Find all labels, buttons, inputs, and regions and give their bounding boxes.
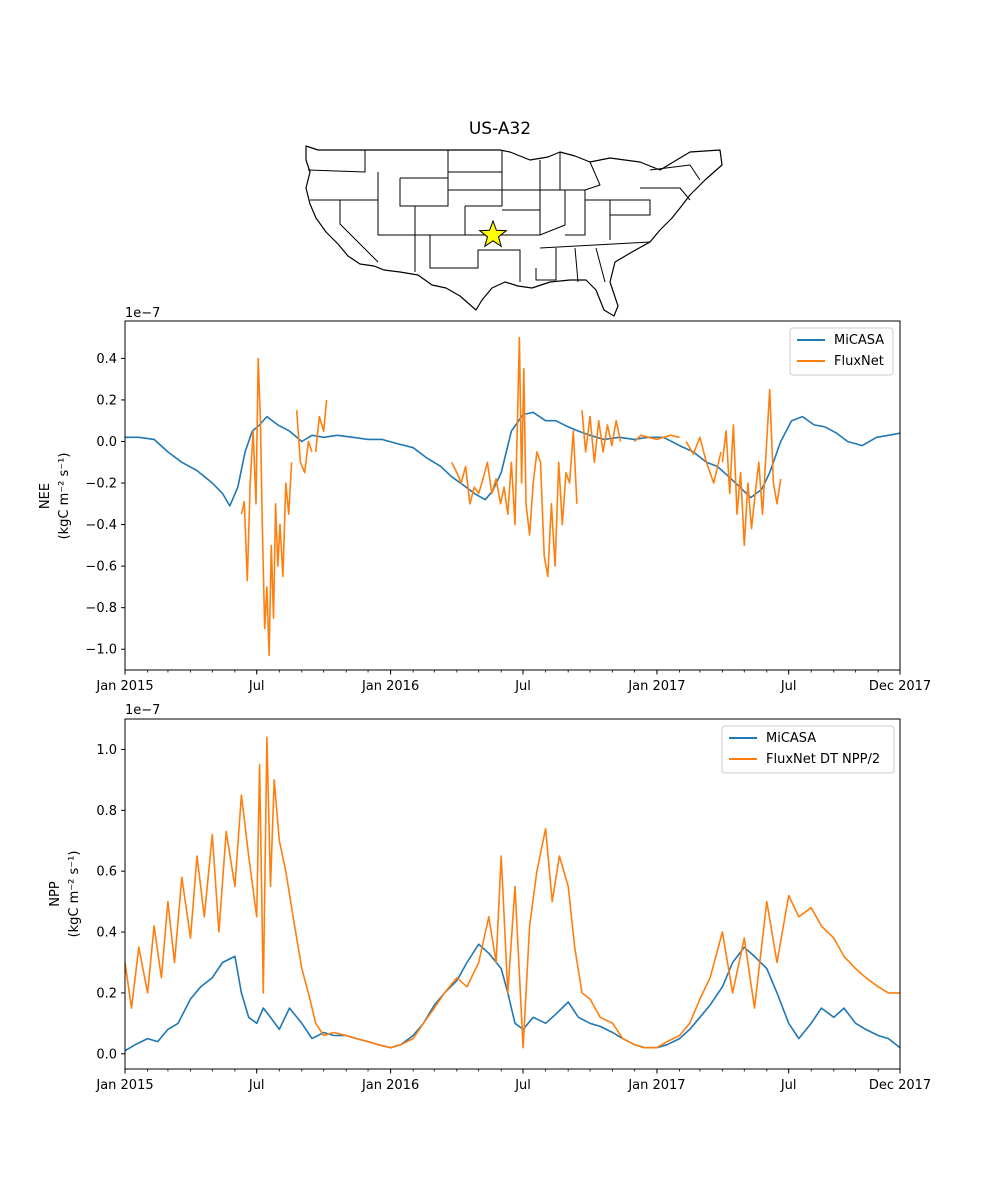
nee-ytick-label: 0.2 bbox=[96, 393, 117, 408]
npp-xtick-label: Jul bbox=[780, 1078, 797, 1093]
npp-lines bbox=[124, 736, 901, 1052]
nee-legend: MiCASA FluxNet bbox=[789, 327, 894, 376]
nee-x-ticks: Jan 2015 Jul Jan 2016 Jul Jan 2017 Jul Dec 201… bbox=[95, 670, 931, 694]
npp-xtick-label: Jul bbox=[248, 1078, 265, 1093]
npp-xtick-label: Jul bbox=[514, 1078, 531, 1093]
nee-series-fluxnet-segment bbox=[721, 388, 782, 547]
state-borders bbox=[307, 150, 701, 283]
nee-xtick-label: Jul bbox=[514, 679, 531, 694]
nee-ytick-label: 0.4 bbox=[96, 352, 117, 367]
npp-xtick-label: Jan 2017 bbox=[627, 1078, 685, 1093]
nee-y-ticks: −1.0 −0.8 −0.6 −0.4 −0.2 0.0 0.2 0.4 bbox=[85, 352, 125, 658]
nee-ylabel-line1: NEE bbox=[38, 483, 53, 509]
figure-title: US-A32 bbox=[469, 119, 531, 139]
npp-ytick-label: 0.0 bbox=[96, 1047, 117, 1062]
nee-xtick-label: Dec 2017 bbox=[869, 679, 931, 694]
nee-xtick-label: Jul bbox=[780, 679, 797, 694]
npp-ylabel-line2: (kgC m⁻² s⁻¹) bbox=[67, 851, 82, 938]
site-star-icon bbox=[478, 219, 508, 248]
npp-ylabel-line1: NPP bbox=[48, 881, 63, 907]
npp-series-micasa bbox=[124, 943, 901, 1052]
npp-y-ticks: 0.0 0.2 0.4 0.6 0.8 1.0 bbox=[96, 743, 125, 1062]
nee-axes-frame bbox=[124, 320, 901, 671]
nee-legend-fluxnet: FluxNet bbox=[834, 354, 884, 369]
nee-series-fluxnet-segment bbox=[295, 410, 313, 474]
us-map bbox=[305, 145, 723, 317]
nee-ylabel-line2: (kgC m⁻² s⁻¹) bbox=[57, 453, 72, 540]
nee-ytick-label: 0.0 bbox=[96, 435, 117, 450]
nee-series-fluxnet-segment bbox=[685, 436, 722, 484]
npp-ytick-label: 1.0 bbox=[96, 743, 117, 758]
nee-ytick-label: −0.4 bbox=[85, 518, 117, 533]
npp-legend-fluxnet: FluxNet DT NPP/2 bbox=[766, 752, 880, 767]
nee-xtick-label: Jul bbox=[248, 679, 265, 694]
nee-ytick-label: −1.0 bbox=[85, 643, 117, 658]
npp-x-ticks: Jan 2015 Jul Jan 2016 Jul Jan 2017 Jul Dec 201… bbox=[95, 1069, 931, 1093]
nee-ytick-label: −0.8 bbox=[85, 601, 117, 616]
npp-ytick-label: 0.4 bbox=[96, 926, 117, 941]
npp-xtick-label: Jan 2015 bbox=[95, 1078, 153, 1093]
npp-series-fluxnet-dt-npp-2 bbox=[124, 736, 900, 1049]
nee-ytick-label: −0.2 bbox=[85, 477, 117, 492]
npp-axes-frame bbox=[124, 718, 901, 1070]
npp-ytick-label: 0.8 bbox=[96, 804, 117, 819]
nee-xtick-label: Jan 2015 bbox=[95, 679, 153, 694]
nee-legend-micasa: MiCASA bbox=[834, 333, 884, 348]
us-outline bbox=[305, 145, 723, 317]
nee-ytick-label: −0.6 bbox=[85, 560, 117, 575]
npp-legend: MiCASA FluxNet DT NPP/2 bbox=[721, 725, 895, 774]
npp-panel: 1e−7 0.00.20.40.60.81.0 Jan 2015 Jul Jan 2… bbox=[48, 703, 931, 1093]
npp-ytick-label: 0.2 bbox=[96, 986, 117, 1001]
nee-xtick-label: Jan 2016 bbox=[361, 679, 419, 694]
nee-series-fluxnet-segment bbox=[581, 410, 622, 464]
nee-series-fluxnet-segment bbox=[314, 399, 328, 452]
nee-offset-label: 1e−7 bbox=[125, 306, 160, 321]
npp-ytick-label: 0.6 bbox=[96, 865, 117, 880]
npp-xtick-label: Dec 2017 bbox=[869, 1078, 931, 1093]
nee-lines bbox=[125, 336, 901, 657]
nee-series-fluxnet-segment bbox=[450, 336, 578, 578]
nee-series-fluxnet-segment bbox=[633, 434, 680, 443]
nee-series-fluxnet-segment bbox=[240, 357, 293, 657]
nee-panel: 1e−7 −1.0 −0.8 −0.6 −0.4 −0.2 0.0 0.2 0.4 Jan 2… bbox=[38, 306, 931, 694]
nee-xtick-label: Jan 2017 bbox=[627, 679, 685, 694]
nee-series-micasa bbox=[125, 411, 901, 507]
npp-xtick-label: Jan 2016 bbox=[361, 1078, 419, 1093]
npp-offset-label: 1e−7 bbox=[125, 703, 160, 718]
npp-legend-micasa: MiCASA bbox=[766, 731, 816, 746]
